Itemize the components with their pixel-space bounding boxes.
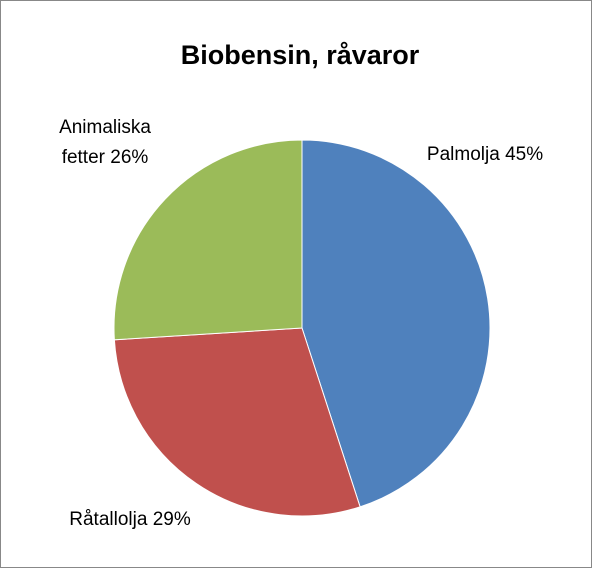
data-label: Animaliska fetter 26% xyxy=(42,113,168,173)
value-label: 45% xyxy=(505,144,544,165)
pie-slice xyxy=(113,139,303,341)
pie-slice xyxy=(301,139,491,508)
pie-slice xyxy=(113,327,361,517)
value-label: 29% xyxy=(152,509,191,530)
data-label: Palmolja 45% xyxy=(422,140,548,170)
category-label: Råtallolja xyxy=(69,509,148,530)
category-label: Palmolja xyxy=(426,144,500,165)
value-label: 26% xyxy=(110,147,149,168)
category-label: Animaliska fetter xyxy=(59,117,151,168)
data-label: Råtallolja 29% xyxy=(67,505,193,535)
chart-title: Biobensin, råvaror xyxy=(181,40,420,70)
